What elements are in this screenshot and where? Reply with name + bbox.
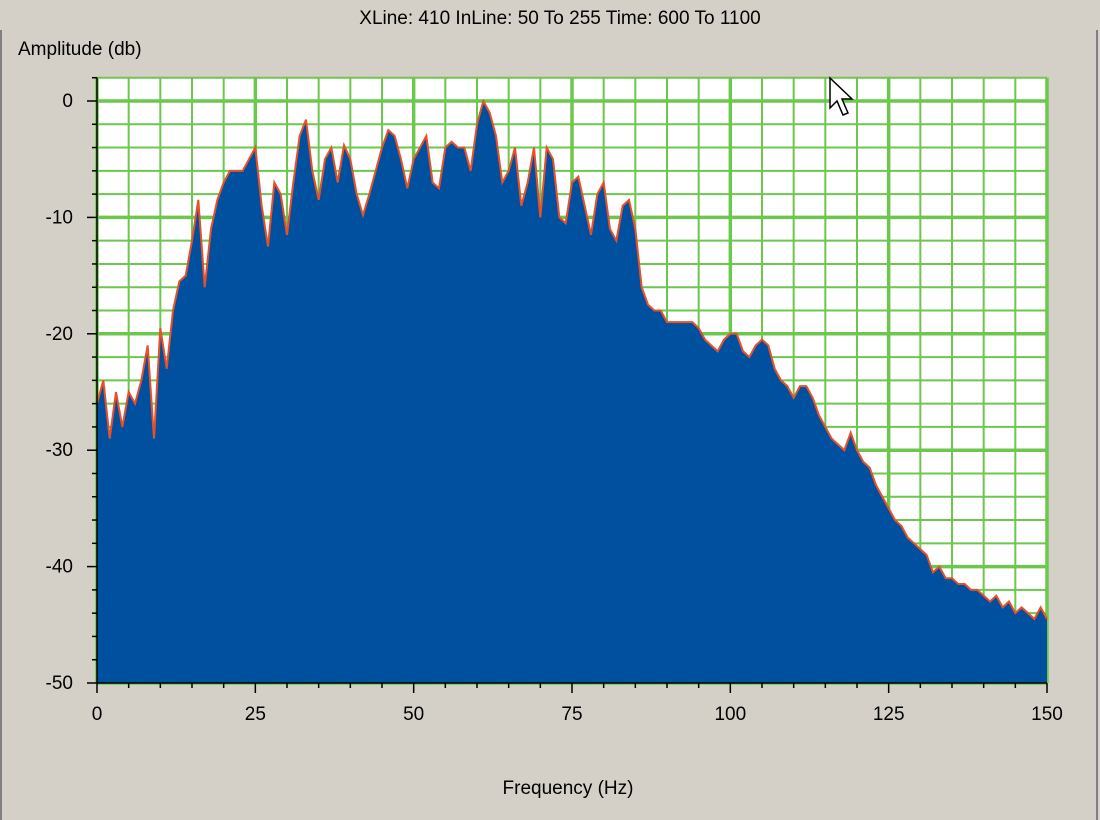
y-tick-label: -20 [46,324,73,345]
y-tick-label: -30 [46,440,73,461]
y-tick-label: -10 [46,207,73,228]
x-tick-label: 150 [1031,704,1063,725]
x-tick-label: 0 [92,704,103,725]
y-tick-label: -40 [46,557,73,578]
x-tick-label: 100 [714,704,746,725]
x-tick-label: 25 [245,704,266,725]
plot-area: 0 -10 -20 -30 -40 -50 0 25 50 75 100 125 150 [46,76,1063,725]
y-axis-label: Amplitude (db) [18,39,142,60]
area-outline [96,98,1048,621]
mouse-cursor [829,76,854,116]
x-tick-label: 125 [873,704,905,725]
area-fill [97,101,1047,683]
x-tick-label: 50 [403,704,424,725]
x-tick-label: 75 [561,704,582,725]
chart-title: XLine: 410 InLine: 50 To 255 Time: 600 T… [359,8,760,29]
y-tick-label: 0 [62,91,73,112]
x-axis-label: Frequency (Hz) [503,778,634,799]
y-tick-label: -50 [46,673,73,694]
